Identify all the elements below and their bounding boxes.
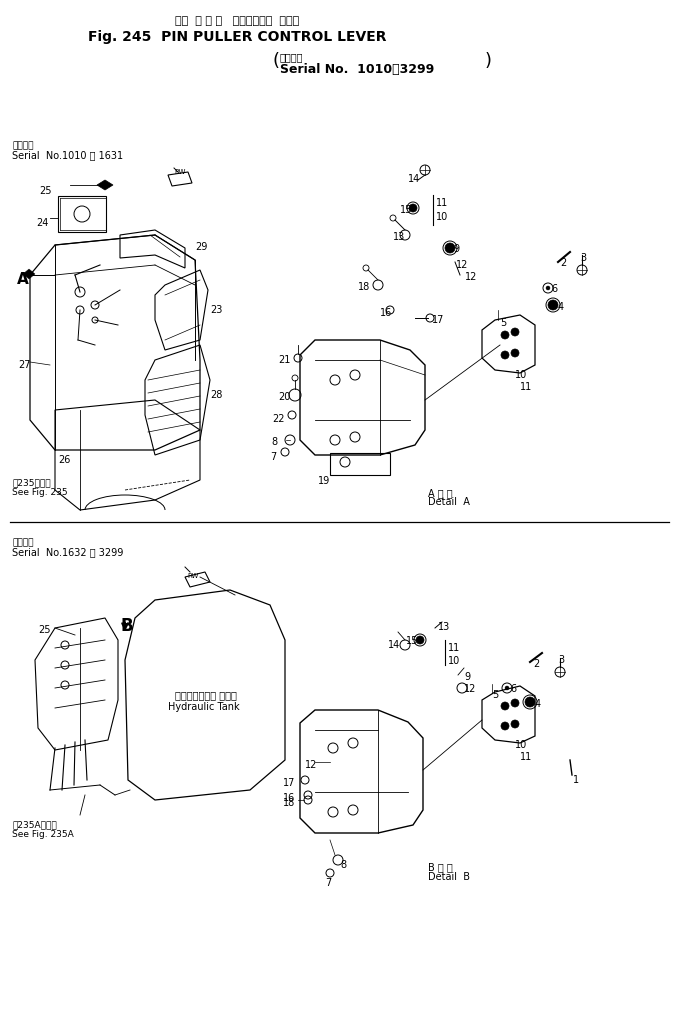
Text: 11: 11 (436, 198, 448, 208)
Text: Serial No.  1010～3299: Serial No. 1010～3299 (280, 63, 435, 76)
Text: 9: 9 (464, 672, 470, 682)
Circle shape (501, 702, 509, 710)
Circle shape (525, 697, 535, 707)
Text: A 詳 細: A 詳 細 (428, 488, 453, 498)
Text: 25: 25 (39, 186, 52, 196)
Circle shape (445, 243, 455, 254)
Text: 18: 18 (283, 798, 295, 808)
Circle shape (501, 351, 509, 359)
Circle shape (511, 349, 519, 357)
Text: 22: 22 (272, 414, 285, 424)
Text: Fig. 245  PIN PULLER CONTROL LEVER: Fig. 245 PIN PULLER CONTROL LEVER (88, 30, 386, 44)
Text: 24: 24 (36, 218, 48, 228)
Circle shape (505, 686, 509, 690)
Circle shape (548, 300, 558, 310)
Text: 4: 4 (535, 699, 541, 709)
Text: A: A (17, 272, 29, 287)
Text: ): ) (485, 52, 492, 70)
Text: 11: 11 (448, 643, 460, 653)
Text: 2: 2 (560, 258, 566, 268)
Circle shape (409, 204, 417, 212)
Text: 27: 27 (18, 360, 31, 370)
Text: Detail  A: Detail A (428, 497, 470, 507)
Text: 19: 19 (318, 476, 330, 486)
Text: 23: 23 (210, 305, 223, 315)
Text: 10: 10 (436, 212, 448, 222)
Text: 14: 14 (408, 174, 420, 184)
Text: 10: 10 (515, 740, 528, 750)
Text: 適用号機: 適用号機 (12, 538, 33, 547)
Text: 1: 1 (573, 775, 579, 785)
Text: 8: 8 (271, 437, 277, 447)
Text: Serial  No.1010 ～ 1631: Serial No.1010 ～ 1631 (12, 150, 123, 160)
Text: 7: 7 (270, 452, 276, 462)
Text: 15: 15 (400, 205, 412, 215)
Text: 6: 6 (510, 684, 516, 694)
Text: 21: 21 (278, 355, 291, 365)
Circle shape (501, 722, 509, 730)
Text: 20: 20 (278, 392, 291, 402)
Text: Serial  No.1632 ～ 3299: Serial No.1632 ～ 3299 (12, 547, 124, 557)
Polygon shape (97, 180, 113, 190)
Text: B 詳 細: B 詳 細 (428, 862, 453, 872)
Text: 5: 5 (500, 318, 507, 328)
Text: 16: 16 (380, 308, 392, 318)
Text: ピン  プ ラ ー   コントロール  レバー: ピン プ ラ ー コントロール レバー (175, 16, 299, 26)
Text: 適用号機: 適用号機 (280, 52, 304, 62)
Text: ハイドロリック タンク: ハイドロリック タンク (175, 690, 237, 700)
Text: Detail  B: Detail B (428, 872, 470, 882)
Text: 17: 17 (432, 315, 444, 325)
Text: Hydraulic Tank: Hydraulic Tank (168, 702, 240, 712)
Text: 12: 12 (464, 684, 477, 694)
Text: B: B (120, 617, 132, 635)
Text: 2: 2 (533, 659, 539, 669)
Text: 第235図参照
See Fig. 235: 第235図参照 See Fig. 235 (12, 478, 68, 498)
Bar (330, 453, 390, 475)
Text: 13: 13 (438, 622, 450, 632)
Circle shape (501, 331, 509, 339)
Text: 14: 14 (388, 640, 400, 650)
Text: RW: RW (174, 169, 185, 175)
Text: 6: 6 (551, 284, 557, 294)
Circle shape (511, 328, 519, 336)
Circle shape (546, 286, 550, 290)
Text: 11: 11 (520, 752, 532, 762)
Text: 7: 7 (325, 878, 331, 888)
Circle shape (416, 636, 424, 644)
Bar (58, 196, 106, 232)
Text: 25: 25 (38, 625, 50, 635)
Text: 3: 3 (580, 254, 586, 263)
Text: 5: 5 (492, 690, 498, 700)
Text: 10: 10 (515, 370, 528, 380)
Text: 12: 12 (456, 260, 469, 270)
Text: 適用号機: 適用号機 (12, 141, 33, 150)
Text: 29: 29 (195, 242, 207, 252)
Text: 4: 4 (558, 302, 564, 312)
Text: 9: 9 (453, 244, 459, 254)
Text: 10: 10 (448, 656, 460, 666)
Text: 16: 16 (283, 793, 295, 803)
Text: 28: 28 (210, 390, 223, 400)
Text: RW: RW (187, 573, 198, 579)
Polygon shape (23, 269, 35, 279)
Text: (: ( (272, 52, 279, 70)
Text: 12: 12 (305, 760, 317, 770)
Text: 3: 3 (558, 655, 564, 665)
Circle shape (511, 720, 519, 728)
Text: 15: 15 (406, 636, 418, 646)
Text: 17: 17 (283, 778, 295, 788)
Text: 18: 18 (358, 282, 370, 292)
Text: 11: 11 (520, 382, 532, 392)
Text: 26: 26 (58, 455, 71, 465)
Text: 13: 13 (393, 232, 405, 242)
Circle shape (511, 699, 519, 707)
Text: 第235A図参照
See Fig. 235A: 第235A図参照 See Fig. 235A (12, 820, 74, 840)
Text: 8: 8 (340, 860, 346, 870)
Text: 12: 12 (465, 272, 477, 282)
